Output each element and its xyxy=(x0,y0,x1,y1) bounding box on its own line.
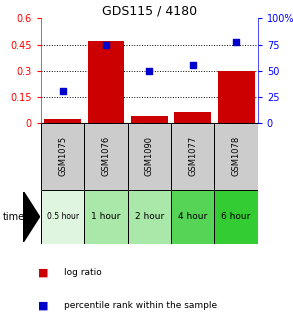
Text: GSM1077: GSM1077 xyxy=(188,136,197,176)
Bar xyxy=(84,123,128,190)
Polygon shape xyxy=(23,192,40,242)
Text: time: time xyxy=(3,212,25,222)
Bar xyxy=(214,190,258,244)
Bar xyxy=(41,190,84,244)
Text: log ratio: log ratio xyxy=(64,268,102,277)
Text: GSM1078: GSM1078 xyxy=(232,136,241,176)
Text: GSM1076: GSM1076 xyxy=(102,136,110,176)
Bar xyxy=(84,190,128,244)
Text: ■: ■ xyxy=(38,267,49,277)
Bar xyxy=(88,41,125,123)
Point xyxy=(104,42,108,47)
Title: GDS115 / 4180: GDS115 / 4180 xyxy=(102,4,197,17)
Bar xyxy=(171,190,214,244)
Point xyxy=(190,63,195,68)
Text: 2 hour: 2 hour xyxy=(135,212,164,221)
Text: 6 hour: 6 hour xyxy=(222,212,251,221)
Text: percentile rank within the sample: percentile rank within the sample xyxy=(64,301,218,310)
Bar xyxy=(218,71,255,123)
Text: GSM1075: GSM1075 xyxy=(58,136,67,176)
Bar xyxy=(214,123,258,190)
Bar xyxy=(44,119,81,123)
Bar xyxy=(128,123,171,190)
Text: GSM1090: GSM1090 xyxy=(145,136,154,176)
Bar xyxy=(41,123,84,190)
Text: 0.5 hour: 0.5 hour xyxy=(47,212,79,221)
Point xyxy=(60,89,65,94)
Text: 4 hour: 4 hour xyxy=(178,212,207,221)
Point xyxy=(147,68,152,73)
Point xyxy=(234,40,239,45)
Text: 1 hour: 1 hour xyxy=(91,212,121,221)
Bar xyxy=(128,190,171,244)
Text: ■: ■ xyxy=(38,301,49,311)
Bar xyxy=(174,112,211,123)
Bar xyxy=(131,116,168,123)
Bar xyxy=(171,123,214,190)
